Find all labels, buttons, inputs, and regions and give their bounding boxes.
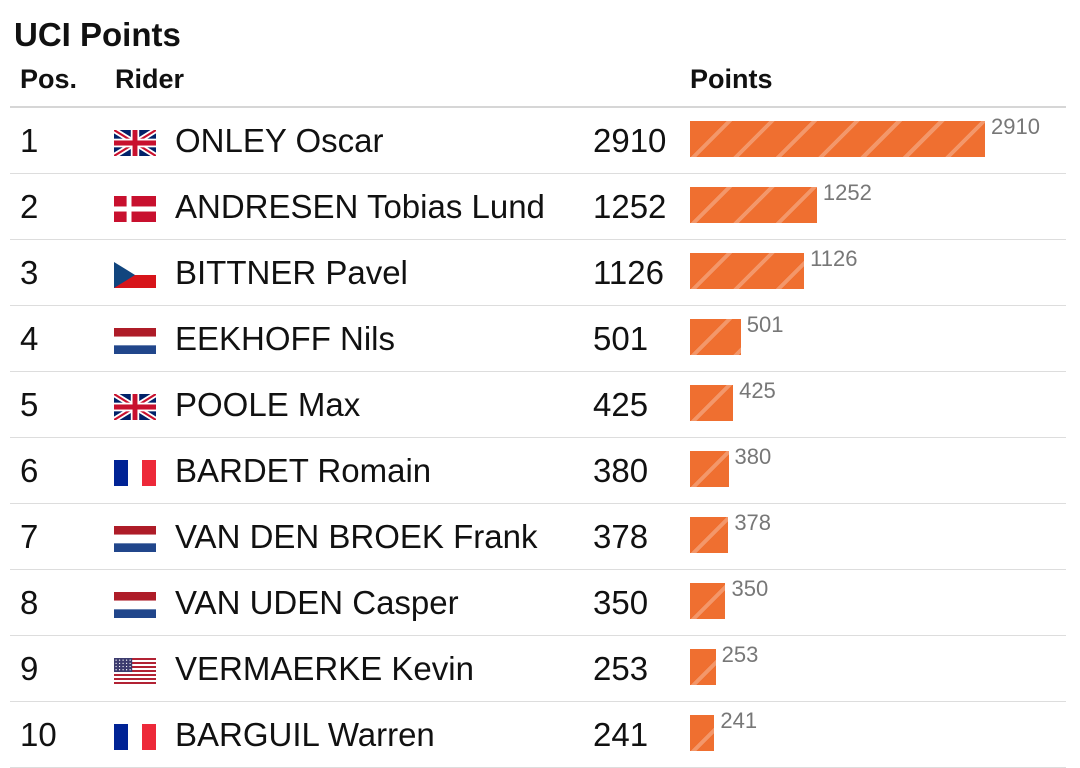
points-bar bbox=[690, 451, 729, 487]
position-cell: 8 bbox=[20, 584, 39, 621]
table-row: 3 BITTNER Pavel 1126 1126 bbox=[10, 240, 1066, 306]
header-rider: Rider bbox=[115, 64, 185, 94]
position-cell: 5 bbox=[20, 386, 39, 423]
points-bar bbox=[690, 187, 817, 223]
nl-flag-icon bbox=[114, 592, 156, 618]
row-divider bbox=[10, 239, 1066, 240]
points-cell: 425 bbox=[593, 386, 649, 423]
row-divider bbox=[10, 173, 1066, 174]
position-cell: 10 bbox=[20, 716, 57, 753]
header-points: Points bbox=[690, 64, 773, 94]
row-divider bbox=[10, 437, 1066, 438]
table-row: 8 VAN UDEN Casper 350 350 bbox=[10, 570, 1066, 636]
bar-value-label: 378 bbox=[734, 510, 772, 535]
table-row: 2 ANDRESEN Tobias Lund 1252 1252 bbox=[10, 174, 1066, 240]
row-divider bbox=[10, 635, 1066, 636]
table-row: 10 BARGUIL Warren 241 241 bbox=[10, 702, 1066, 768]
points-cell: 1126 bbox=[593, 254, 664, 291]
rider-name-link[interactable]: VAN DEN BROEK Frank bbox=[175, 518, 538, 555]
chart-title: UCI Points bbox=[14, 16, 181, 53]
bar-value-label: 253 bbox=[721, 642, 759, 667]
points-bar bbox=[690, 253, 805, 289]
header-pos: Pos. bbox=[20, 64, 78, 94]
position-cell: 6 bbox=[20, 452, 39, 489]
points-bar bbox=[690, 121, 985, 157]
points-cell: 241 bbox=[593, 716, 649, 753]
points-cell: 350 bbox=[593, 584, 649, 621]
fr-flag-icon bbox=[114, 460, 156, 486]
us-flag-icon bbox=[114, 658, 156, 684]
bar-value-label: 1252 bbox=[822, 180, 872, 205]
table-row: 5 POOLE Max 425 425 bbox=[10, 372, 1066, 438]
nl-flag-icon bbox=[114, 328, 156, 354]
rider-name-link[interactable]: EEKHOFF Nils bbox=[175, 320, 396, 357]
table-row: 4 EEKHOFF Nils 501 501 bbox=[10, 306, 1066, 372]
points-bar bbox=[690, 583, 726, 619]
points-cell: 378 bbox=[593, 518, 649, 555]
bar-value-label: 350 bbox=[731, 576, 769, 601]
bar-value-label: 425 bbox=[739, 378, 776, 403]
rider-name-link[interactable]: VAN UDEN Casper bbox=[175, 584, 459, 621]
table-row: 7 VAN DEN BROEK Frank 378 378 bbox=[10, 504, 1066, 570]
rider-name-link[interactable]: BITTNER Pavel bbox=[175, 254, 408, 291]
gb-flag-icon bbox=[112, 391, 158, 423]
row-divider bbox=[10, 305, 1066, 306]
rider-name-link[interactable]: BARGUIL Warren bbox=[175, 716, 435, 753]
rider-name-link[interactable]: POOLE Max bbox=[175, 386, 361, 423]
row-divider bbox=[10, 503, 1066, 504]
bar-value-label: 501 bbox=[746, 312, 784, 337]
points-bar bbox=[690, 517, 729, 553]
points-cell: 253 bbox=[593, 650, 649, 687]
bar-value-label: 380 bbox=[734, 444, 772, 469]
row-divider bbox=[10, 569, 1066, 570]
points-cell: 2910 bbox=[593, 122, 667, 159]
header-divider bbox=[10, 106, 1066, 108]
rider-name-link[interactable]: VERMAERKE Kevin bbox=[175, 650, 474, 687]
points-cell: 1252 bbox=[593, 188, 667, 225]
position-cell: 2 bbox=[20, 188, 39, 225]
dk-flag-icon bbox=[114, 196, 156, 222]
rider-name-link[interactable]: ANDRESEN Tobias Lund bbox=[175, 188, 545, 225]
points-bar bbox=[690, 649, 716, 685]
cz-flag-icon bbox=[114, 262, 156, 288]
position-cell: 7 bbox=[20, 518, 39, 555]
rider-name-link[interactable]: BARDET Romain bbox=[175, 452, 432, 489]
position-cell: 4 bbox=[20, 320, 39, 357]
table-row: 9 VERMAERKE Kevin 253 253 bbox=[10, 636, 1066, 702]
bar-value-label: 241 bbox=[720, 708, 758, 733]
table-row: 6 BARDET Romain 380 380 bbox=[10, 438, 1066, 504]
bar-value-label: 1126 bbox=[810, 246, 858, 271]
row-divider bbox=[10, 371, 1066, 372]
position-cell: 1 bbox=[20, 122, 39, 159]
points-cell: 501 bbox=[593, 320, 649, 357]
gb-flag-icon bbox=[112, 127, 158, 159]
points-bar bbox=[690, 385, 734, 421]
rider-name-link[interactable]: ONLEY Oscar bbox=[175, 122, 384, 159]
fr-flag-icon bbox=[114, 724, 156, 750]
position-cell: 3 bbox=[20, 254, 39, 291]
table-row: 1 ONLEY Oscar 2910 2910 bbox=[10, 108, 1066, 174]
bar-value-label: 2910 bbox=[991, 114, 1040, 139]
points-bar bbox=[690, 715, 715, 751]
points-bar bbox=[690, 319, 741, 355]
nl-flag-icon bbox=[114, 526, 156, 552]
points-cell: 380 bbox=[593, 452, 649, 489]
position-cell: 9 bbox=[20, 650, 39, 687]
row-divider bbox=[10, 701, 1066, 702]
